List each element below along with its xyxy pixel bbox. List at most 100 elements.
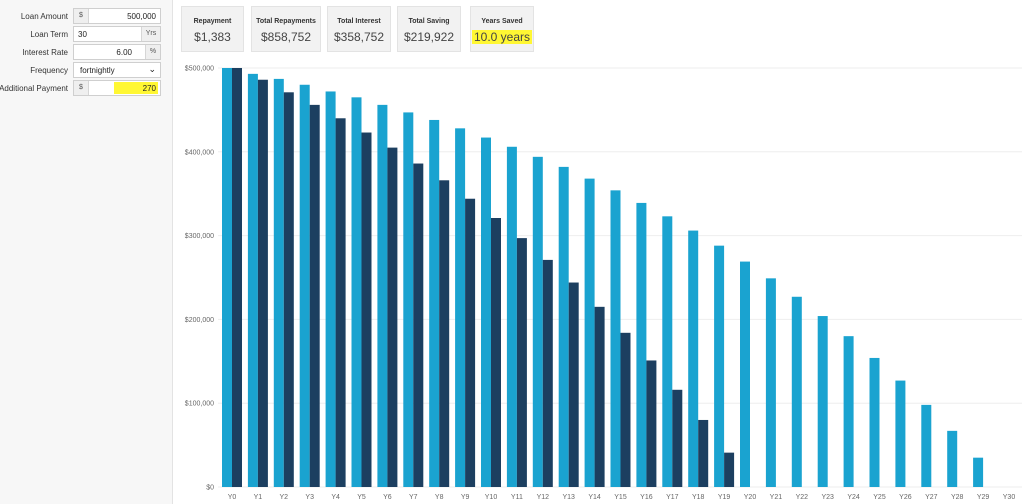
x-tick-label: Y25 [873,494,886,501]
bar-with-additional-payment[interactable] [439,180,450,487]
y-tick-label: $100,000 [185,401,214,408]
frequency-value: fortnightly [80,66,115,75]
loan-term-label: Loan Term [30,30,68,39]
bar-standard[interactable] [817,316,828,487]
bar-standard[interactable] [377,104,388,487]
bar-with-additional-payment[interactable] [465,198,476,487]
x-tick-label: Y16 [640,494,653,501]
bar-with-additional-payment[interactable] [698,419,709,487]
x-tick-label: Y10 [485,494,498,501]
bar-with-additional-payment[interactable] [516,238,527,487]
total-interest-value: $358,752 [333,30,385,44]
bar-with-additional-payment[interactable] [413,163,424,488]
loan-term-row: Loan Term 30 Yrs [0,26,172,43]
y-tick-label: $500,000 [185,66,214,73]
x-tick-label: Y29 [977,494,990,501]
loan-amount-input[interactable]: $ 500,000 [73,8,161,24]
loan-term-value: 30 [78,30,87,39]
x-tick-label: Y20 [744,494,757,501]
bar-with-additional-payment[interactable] [309,104,320,487]
bar-with-additional-payment[interactable] [672,389,683,487]
x-tick-label: Y9 [461,494,470,501]
bar-with-additional-payment[interactable] [232,68,242,487]
repayment-card: Repayment $1,383 [181,6,244,52]
loan-form-panel: Loan Amount $ 500,000 Loan Term 30 Yrs I… [0,0,173,504]
bar-standard[interactable] [299,84,310,487]
x-tick-label: Y3 [305,494,314,501]
x-tick-label: Y7 [409,494,418,501]
bar-with-additional-payment[interactable] [335,118,346,487]
loan-amount-value: 500,000 [127,12,156,21]
bar-standard[interactable] [455,128,466,487]
bar-with-additional-payment[interactable] [620,332,631,487]
y-tick-label: $300,000 [185,233,214,240]
y-tick-label: $200,000 [185,317,214,324]
bar-standard[interactable] [973,457,984,487]
additional-payment-value: 270 [142,84,156,93]
frequency-select[interactable]: fortnightly ⌄ [73,62,161,78]
loan-term-input[interactable]: 30 Yrs [73,26,161,42]
bar-standard[interactable] [584,178,595,487]
bar-standard[interactable] [791,296,802,487]
x-tick-label: Y28 [951,494,964,501]
bar-standard[interactable] [403,112,414,487]
years-saved-card: Years Saved 10.0 years [470,6,534,52]
years-suffix: Yrs [141,27,160,41]
bar-standard[interactable] [636,202,647,487]
x-axis: Y0 Y1 Y2 Y3 Y4 Y5 Y6 Y7 Y8 Y9 Y10 Y11 Y12 Y13 Y14 Y15 Y1… [228,494,1016,501]
bar-standard[interactable] [247,73,258,487]
bar-standard[interactable] [532,156,543,487]
bar-with-additional-payment[interactable] [257,79,268,488]
x-tick-label: Y19 [718,494,731,501]
total-interest-card: Total Interest $358,752 [327,6,391,52]
bar-standard[interactable] [688,230,699,487]
bar-standard[interactable] [869,357,880,487]
bar-with-additional-payment[interactable] [646,360,657,487]
bar-standard[interactable] [662,216,673,488]
years-saved-title: Years Saved [481,18,523,25]
bar-standard[interactable] [895,380,906,487]
bar-with-additional-payment[interactable] [594,306,605,487]
x-tick-label: Y1 [254,494,263,501]
bar-standard[interactable] [765,278,776,487]
y-tick-label: $400,000 [185,149,214,156]
bar-standard[interactable] [921,404,932,487]
bar-with-additional-payment[interactable] [387,147,398,488]
bar-standard[interactable] [610,190,621,487]
total-saving-title: Total Saving [408,18,450,25]
bar-standard[interactable] [429,119,440,488]
bars [222,68,984,488]
loan-amount-label: Loan Amount [20,12,68,21]
bar-standard[interactable] [714,245,725,487]
highlight-mark [114,82,158,94]
total-repayments-title: Total Repayments [256,18,316,25]
bar-standard[interactable] [740,261,750,487]
x-tick-label: Y0 [228,494,237,501]
bar-standard[interactable] [506,146,517,487]
interest-rate-input[interactable]: 6.00 % [73,44,161,60]
x-tick-label: Y17 [666,494,679,501]
x-tick-label: Y8 [435,494,444,501]
additional-payment-input[interactable]: $ 270 [73,80,161,96]
bar-with-additional-payment[interactable] [568,282,579,487]
bar-with-additional-payment[interactable] [724,452,735,487]
x-tick-label: Y11 [511,494,523,501]
total-saving-value: $219,922 [403,30,455,44]
bar-standard[interactable] [947,430,958,487]
x-tick-label: Y14 [588,494,601,501]
bar-standard[interactable] [222,68,232,487]
bar-standard[interactable] [843,336,854,487]
bar-with-additional-payment[interactable] [361,132,372,487]
bar-with-additional-payment[interactable] [283,92,294,487]
frequency-row: Frequency fortnightly ⌄ [0,62,172,79]
chevron-down-icon: ⌄ [148,64,156,74]
bar-standard[interactable] [558,166,569,487]
bar-standard[interactable] [325,91,336,488]
bar-standard[interactable] [351,97,362,487]
bar-standard[interactable] [481,137,491,487]
bar-with-additional-payment[interactable] [491,218,501,487]
additional-payment-label: Additional Payment [0,84,68,93]
bar-standard[interactable] [273,78,284,488]
bar-with-additional-payment[interactable] [542,259,553,487]
y-axis: $0 $100,000 $200,000 $300,000 $400,000 $500,0… [185,66,214,492]
